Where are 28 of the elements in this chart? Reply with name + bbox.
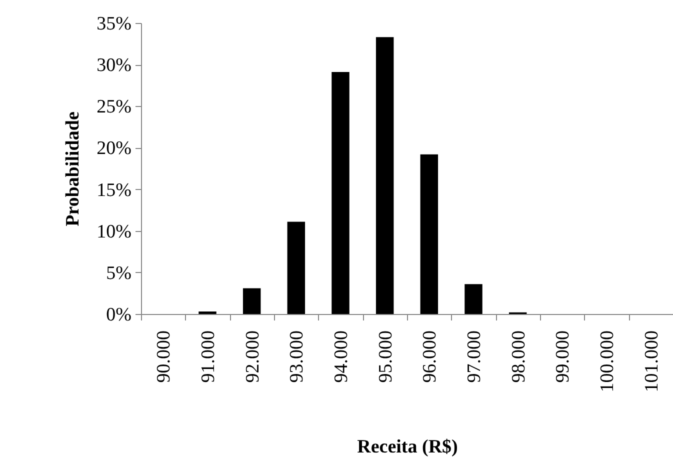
x-tick-label: 98.000 <box>508 330 530 383</box>
bar <box>420 154 438 314</box>
x-tick-label: 94.000 <box>331 330 352 383</box>
x-tick-label: 93.000 <box>286 330 308 383</box>
x-tick-label: 97.000 <box>464 330 485 383</box>
y-tick-label: 15% <box>96 180 132 201</box>
x-tick-label: 90.000 <box>154 330 175 383</box>
y-tick-label: 0% <box>106 304 132 326</box>
bar <box>287 222 306 314</box>
x-tick-label: 92.000 <box>242 330 264 383</box>
x-tick-label: 100.000 <box>597 330 618 392</box>
y-tick-label: 35% <box>96 14 132 34</box>
x-tick-label: 101.000 <box>641 330 662 392</box>
x-tick-label: 96.000 <box>420 330 441 383</box>
y-tick-label: 30% <box>96 55 132 76</box>
x-tick-label: 91.000 <box>198 330 219 383</box>
bar <box>376 37 394 314</box>
y-axis-title: Probabilidade <box>62 112 84 226</box>
x-tick-label: 99.000 <box>552 330 574 383</box>
x-tick-label: 95.000 <box>375 330 396 383</box>
bar <box>464 284 482 314</box>
y-tick-label: 20% <box>96 138 132 160</box>
y-tick-label: 10% <box>96 221 132 242</box>
y-tick-label: 25% <box>96 96 132 118</box>
y-tick-label: 5% <box>106 262 132 284</box>
bar <box>242 288 261 314</box>
x-axis-title: Receita (R$) <box>357 436 458 458</box>
bar <box>332 72 350 314</box>
